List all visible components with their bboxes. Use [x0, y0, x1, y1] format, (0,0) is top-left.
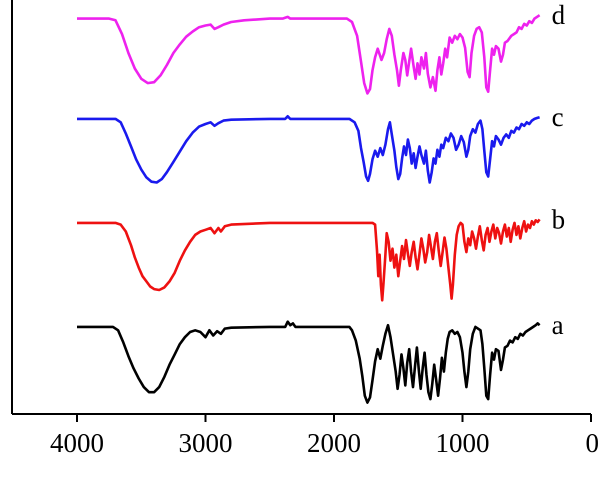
x-tick-label: 0 [586, 428, 600, 458]
x-tick-label: 2000 [307, 428, 361, 458]
x-tick-label: 3000 [179, 428, 233, 458]
series-d-line [77, 14, 541, 95]
chart-axes [11, 0, 591, 415]
plot-area [77, 14, 541, 404]
x-tick-label: 1000 [436, 428, 490, 458]
series-a-label: a [552, 310, 564, 340]
series-d-label: d [552, 0, 566, 30]
series-a-line [77, 320, 541, 404]
series-b-line [77, 218, 541, 302]
series-b-label: b [552, 204, 566, 234]
series-c-line [77, 115, 540, 184]
x-axis-ticks: 4000 3000 2000 1000 0 [50, 414, 599, 458]
series-c-label: c [552, 102, 564, 132]
x-tick-label: 4000 [50, 428, 104, 458]
series-labels: d c b a [552, 0, 566, 340]
